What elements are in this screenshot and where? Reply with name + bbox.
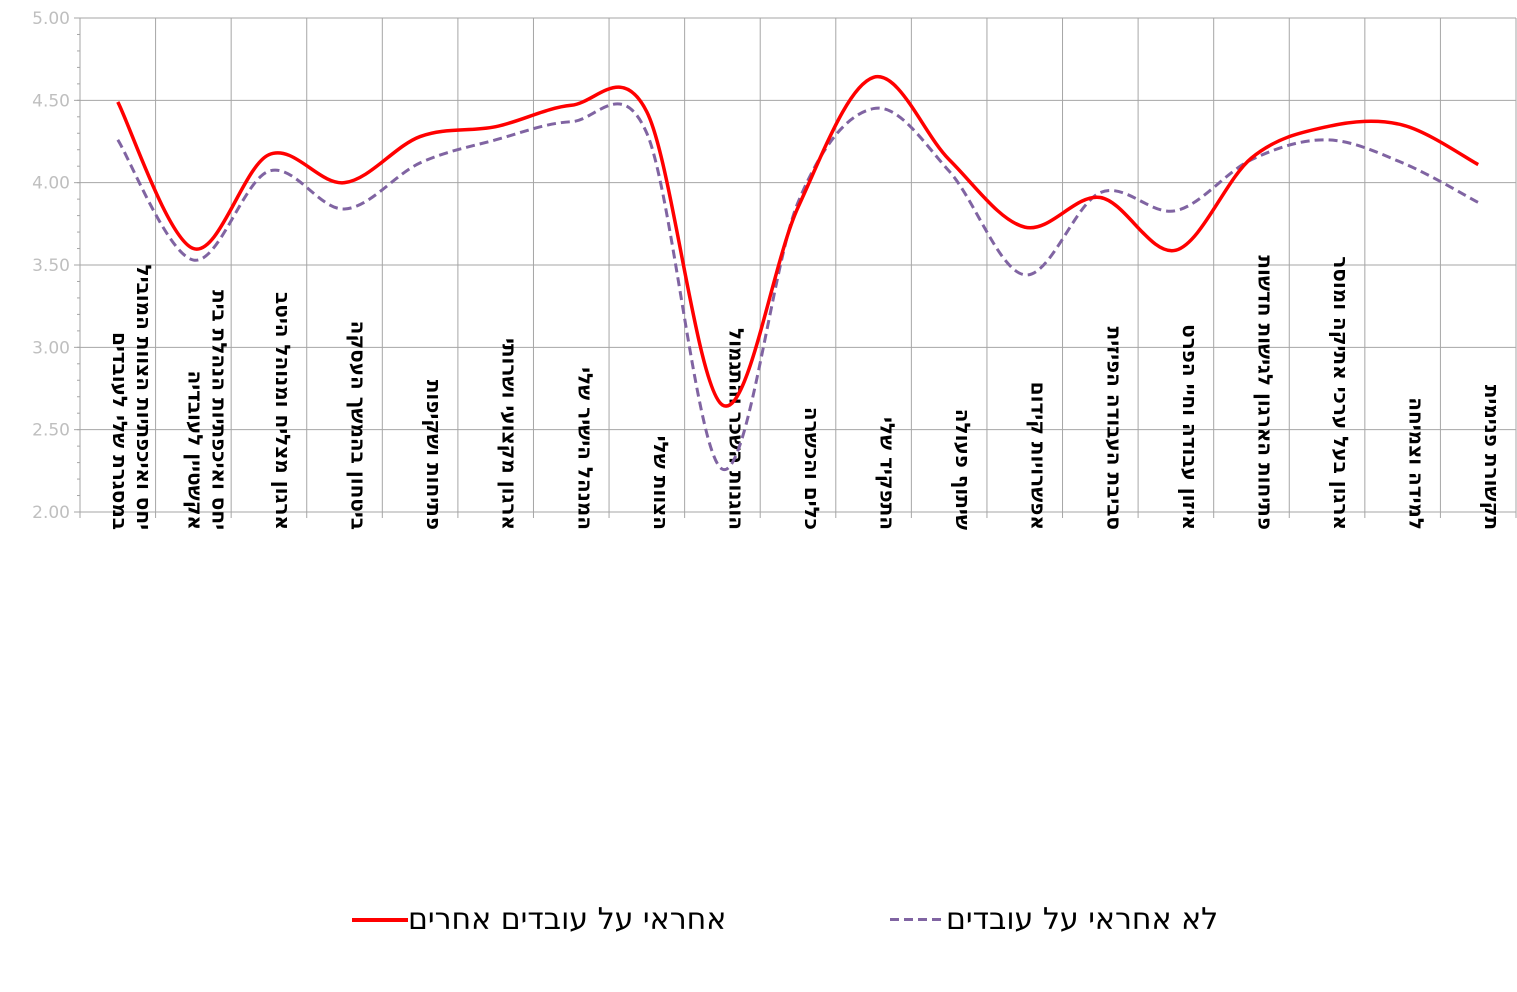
x-tick-label: הצוות שלי	[649, 436, 673, 530]
x-tick-label-line: ארגון מצליח ומנוהל היטב	[271, 292, 295, 530]
series-lines	[116, 75, 1480, 471]
x-tick-label: כלים והכשרה	[800, 407, 824, 530]
y-tick-label: 3.50	[32, 256, 70, 276]
x-tick-label-line: ביטחון בהמשך העסקה	[347, 321, 371, 530]
x-tick-label-line: התפקיד שלי	[876, 417, 900, 530]
x-tick-label-line: תקשורת פנימית	[1480, 385, 1504, 530]
y-tick-label: 5.00	[32, 9, 70, 29]
x-tick-label: שיתוף פעולה	[951, 409, 975, 530]
y-tick-label: 2.50	[32, 421, 70, 441]
x-tick-label: הוגנות השכר והתגמול	[724, 328, 748, 530]
x-tick-label-line: יחס ואיכפתיות הנהלת בית	[207, 290, 231, 530]
x-tick-label-line: יחס ואיכפתיות הצוות המוביל	[132, 265, 156, 530]
x-tick-label: פתיחות הארגון לגישות חדשות	[1253, 255, 1277, 530]
y-axis: 2.00 2.50 3.00 3.50 4.00 4.50 5.00	[32, 9, 80, 523]
x-tick-label: ארגון מקצועי ושרותי	[498, 338, 522, 530]
x-tick-label: פתיחות ושקיפות	[422, 380, 446, 530]
series-line-1	[116, 75, 1480, 408]
y-tick-label: 3.00	[32, 338, 70, 358]
y-tick-label: 4.00	[32, 174, 70, 194]
y-tick-label: 2.00	[32, 503, 70, 523]
x-tick-label: המנהל הישיר שלי	[573, 367, 597, 530]
legend-swatch-series-2	[890, 918, 946, 921]
x-tick-label-line: סביבת העבודה הפיזית	[1102, 327, 1126, 530]
legend: אחראי על עובדים אחרים לא אחראי על עובדים	[0, 896, 1517, 946]
x-tick-label: סביבת העבודה הפיזית	[1102, 327, 1126, 530]
x-tick-label-line: המנהל הישיר שלי	[573, 367, 597, 530]
x-tick-label: ביטחון בהמשך העסקה	[347, 321, 371, 530]
x-tick-label-line: איזון עבודה וחיי הפרט	[1178, 324, 1202, 530]
legend-item-series-2: לא אחראי על עובדים	[886, 902, 1218, 937]
x-tick-label-line: הצוות שלי	[649, 436, 673, 530]
x-tick-label-line: ארגון בעל ערכי אתיקה ומוסר	[1329, 256, 1353, 530]
x-tick-label-line: אפשרויות קידום	[1027, 382, 1051, 530]
x-tick-label-line: פתיחות ושקיפות	[422, 380, 446, 530]
legend-item-series-1: אחראי על עובדים אחרים	[348, 902, 726, 937]
grid	[79, 17, 1517, 518]
legend-label-series-2: לא אחראי על עובדים	[946, 902, 1219, 937]
x-tick-label: התפקיד שלי	[876, 417, 900, 530]
x-tick-label: איזון עבודה וחיי הפרט	[1178, 324, 1202, 530]
legend-label-series-1: אחראי על עובדים אחרים	[408, 902, 727, 937]
x-tick-label: למידה וצמיחה	[1405, 397, 1429, 530]
legend-swatch-series-1	[352, 917, 408, 922]
x-tick-label: ארגון מצליח ומנוהל היטב	[271, 292, 295, 530]
y-tick-label: 4.50	[32, 91, 70, 111]
line-chart: 2.00 2.50 3.00 3.50 4.00 4.50 5.00 יחס ואיכפתי…	[32, 9, 1517, 530]
x-tick-label-line: ארגון מקצועי ושרותי	[498, 338, 522, 530]
x-tick-label-line: הוגנות השכר והתגמול	[724, 328, 748, 530]
x-tick-label-line: במסגרת שלי לעובדים	[108, 332, 132, 530]
x-tick-label: אפשרויות קידום	[1027, 382, 1051, 530]
x-tick-label-line: פתיחות הארגון לגישות חדשות	[1253, 255, 1277, 530]
x-tick-label: תקשורת פנימית	[1480, 385, 1504, 530]
x-tick-label-line: למידה וצמיחה	[1405, 397, 1429, 530]
x-tick-label-line: שיתוף פעולה	[951, 409, 975, 530]
x-tick-label-line: כלים והכשרה	[800, 407, 824, 530]
x-tick-label: ארגון בעל ערכי אתיקה ומוסר	[1329, 256, 1353, 530]
x-tick-label-line: אקשטיין לעובדיה	[183, 370, 207, 530]
series-line-2	[116, 102, 1479, 471]
